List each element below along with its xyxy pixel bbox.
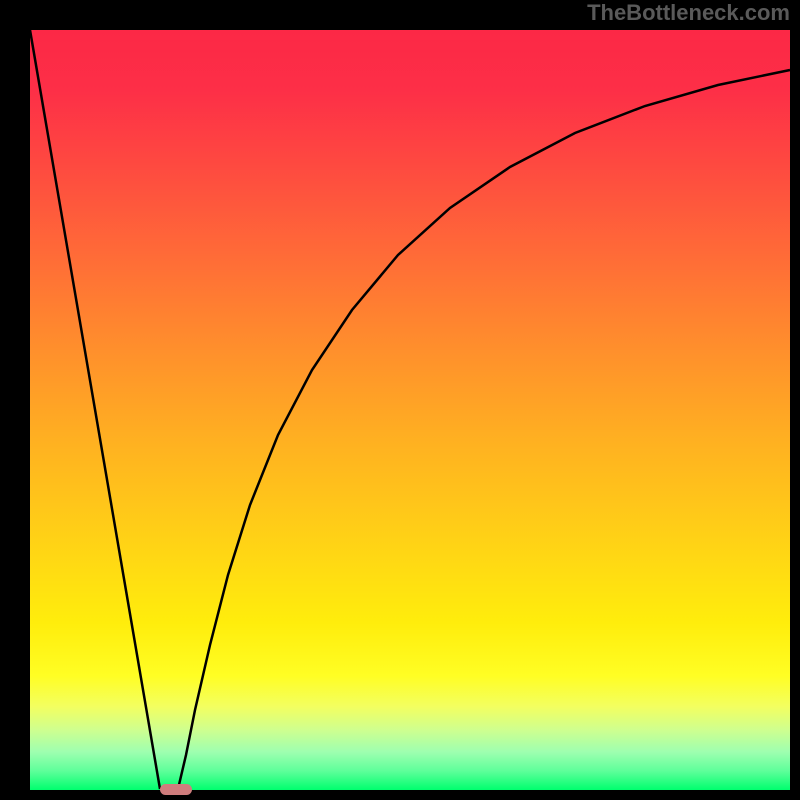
- bottleneck-chart: [0, 0, 800, 800]
- chart-container: TheBottleneck.com: [0, 0, 800, 800]
- watermark-text: TheBottleneck.com: [587, 0, 790, 26]
- optimal-marker: [160, 784, 192, 795]
- plot-background: [30, 30, 790, 790]
